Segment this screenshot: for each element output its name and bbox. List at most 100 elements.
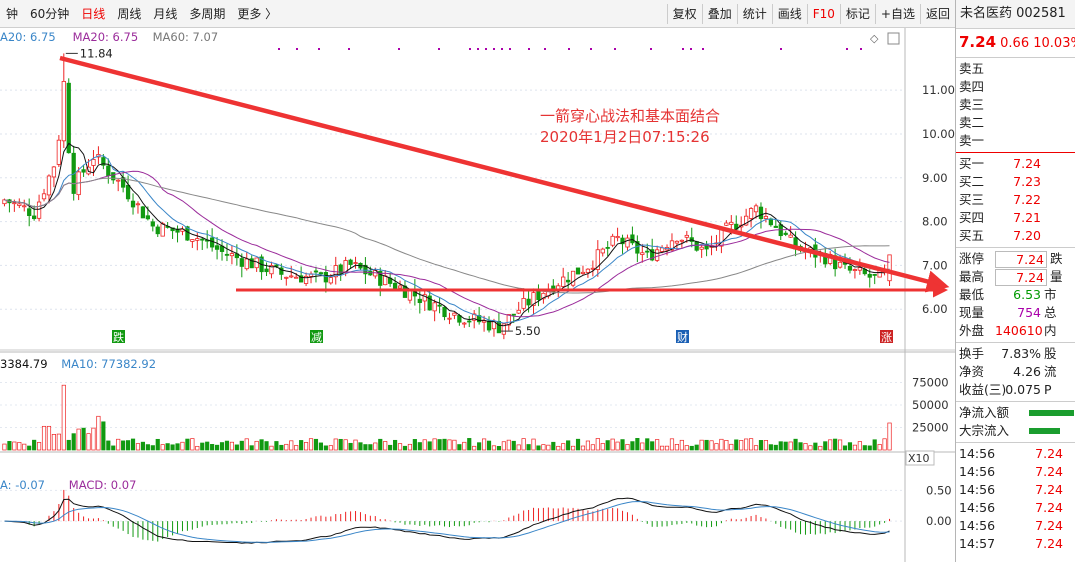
candle-body [160,223,165,237]
toolbar-button-7[interactable]: 返回 [919,3,955,24]
candle-body [872,274,877,276]
signal-dot [780,48,782,50]
stat-3-ext: 总 [1044,305,1057,320]
volume-bar [739,440,744,451]
volume-bar [838,439,843,451]
kline-chart-svg[interactable]: 11.00 10.00 9.00 8.00 7.00 6.00 A20: 6.75 MA20:… [0,28,955,562]
candle-body [363,264,368,275]
candle-body [640,252,645,255]
buy-level-4: 买五 7.20 [956,227,1075,245]
volume-bar [753,445,759,451]
stat2-1-ext: 流 [1044,364,1057,379]
volume-bar [27,445,32,451]
period-tab-3[interactable]: 周线 [117,7,142,21]
stat2-1: 净资 4.26 流 [956,363,1075,381]
candle-body [392,282,398,290]
period-tab-5[interactable]: 多周期 [189,7,226,21]
tick-price: 7.24 [1035,482,1063,497]
sell-level-0: 卖五 [956,60,1075,78]
sell-level-0-label: 卖五 [959,61,985,76]
volume-bar [254,440,259,451]
period-tab-1[interactable]: 60分钟 [30,7,70,21]
candle-body [724,222,729,226]
candle-body [318,272,324,275]
volume-bar [7,441,12,451]
buy-level-3-label: 买四 [959,210,985,225]
volume-bar [575,438,581,451]
volume-bar [190,438,195,451]
macd-tick-label: 0.00 [926,514,952,528]
volume-bar [195,445,200,451]
candle-body [323,272,328,283]
volume-bar [778,441,783,451]
candle-body [437,304,442,307]
period-tab-4[interactable]: 月线 [153,7,178,21]
toolbar-button-1[interactable]: 叠加 [701,3,737,24]
buy-level-3: 买四 7.21 [956,209,1075,227]
candle-body [338,264,343,274]
volume-bar [630,441,635,451]
volume-bar [462,441,467,451]
volume-bar [620,439,625,451]
volume-bar [224,440,230,451]
candle-body [575,267,581,275]
candle-body [486,320,492,331]
volume-bar [308,438,314,451]
candle-body [422,294,427,302]
toolbar-button-5[interactable]: 标记 [839,3,875,24]
tick-row: 14:56 7.24 [956,463,1075,481]
volume-bar [81,427,86,451]
volume-bar [145,444,150,451]
candle-body [590,267,595,270]
volume-bar [422,439,427,451]
toolbar-button-4[interactable]: F10 [806,3,840,24]
volume-bar [655,439,660,451]
candle-body [269,265,274,275]
toolbar-button-3[interactable]: 画线 [771,3,807,24]
flow-1: 大宗流入 [956,422,1075,440]
volume-bar [511,440,516,451]
candle-body [744,215,749,226]
candle-body [81,169,86,173]
buy-level-0: 买一 7.24 [956,155,1075,173]
toolbar-button-0[interactable]: 复权 [666,3,702,24]
candle-body [887,254,892,282]
price-tick-label: 11.00 [922,83,955,97]
volume-bar [219,442,225,451]
sell-level-4-label: 卖一 [959,133,985,148]
sell-level-3-label: 卖二 [959,115,985,130]
tick-price: 7.24 [1035,446,1063,461]
tick-list[interactable]: 14:56 7.24 14:56 7.24 14:56 7.24 14:56 7.24 14:5… [956,445,1075,553]
candle-body [605,247,610,249]
sell-level-3: 卖二 [956,114,1075,132]
toolbar-button-6[interactable]: +自选 [874,3,920,24]
candle-body [328,277,333,284]
volume-bar [704,439,709,451]
period-tab-2[interactable]: 日线 [81,7,106,21]
candle-body [442,306,447,318]
toolbar-button-2[interactable]: 统计 [736,3,772,24]
candle-body [2,199,7,205]
volume-bar [580,445,586,451]
candle-body [531,292,536,306]
signal-dot [690,48,692,50]
candle-body [294,276,299,279]
candle-body [447,317,452,320]
volume-bar [264,441,269,451]
period-tab-6[interactable]: 更多 〉 [237,7,278,21]
candle-body [625,237,630,248]
volume-bar [284,443,289,451]
price-tick-label: 9.00 [922,171,948,185]
signal-dot [296,48,298,50]
volume-bar [383,441,388,451]
tick-price: 7.24 [1035,536,1063,551]
kline-chart-area[interactable]: 11.00 10.00 9.00 8.00 7.00 6.00 A20: 6.75 MA20:… [0,28,955,562]
macd-line [4,497,890,544]
volume-bar [556,445,561,451]
price-tick-label: 8.00 [922,215,948,229]
volume-tick-label: 25000 [912,421,949,435]
annotation-timestamp: 2020年1月2日07:15:26 [540,128,710,146]
ma-line [4,177,890,294]
volume-bar [877,444,882,451]
period-tab-0[interactable]: 钟 [6,7,19,21]
